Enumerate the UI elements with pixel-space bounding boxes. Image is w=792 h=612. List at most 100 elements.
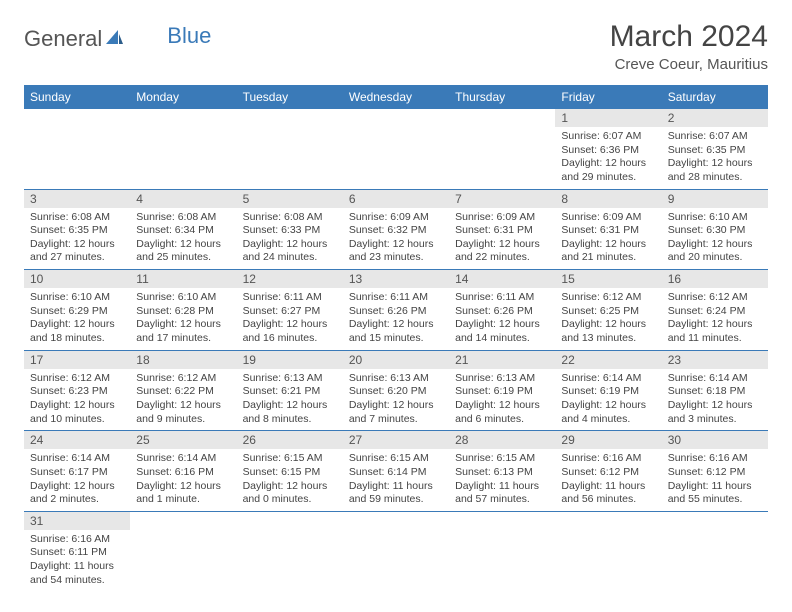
day-line: Sunrise: 6:15 AM	[349, 452, 443, 466]
day-number: 30	[662, 431, 768, 449]
day-details: Sunrise: 6:07 AMSunset: 6:36 PMDaylight:…	[555, 127, 661, 189]
day-details: Sunrise: 6:13 AMSunset: 6:20 PMDaylight:…	[343, 369, 449, 431]
day-line: Daylight: 12 hours	[136, 399, 230, 413]
calendar-week-row: 10Sunrise: 6:10 AMSunset: 6:29 PMDayligh…	[24, 270, 768, 351]
day-line: Sunrise: 6:13 AM	[455, 372, 549, 386]
day-line: Sunset: 6:26 PM	[455, 305, 549, 319]
day-details: Sunrise: 6:11 AMSunset: 6:27 PMDaylight:…	[237, 288, 343, 350]
calendar-body: 1Sunrise: 6:07 AMSunset: 6:36 PMDaylight…	[24, 109, 768, 591]
day-line: Daylight: 12 hours	[668, 157, 762, 171]
calendar-day-cell: 19Sunrise: 6:13 AMSunset: 6:21 PMDayligh…	[237, 350, 343, 431]
day-line: Sunset: 6:15 PM	[243, 466, 337, 480]
day-number: 19	[237, 351, 343, 369]
day-details: Sunrise: 6:15 AMSunset: 6:14 PMDaylight:…	[343, 449, 449, 511]
calendar-table: SundayMondayTuesdayWednesdayThursdayFrid…	[24, 85, 768, 591]
logo-text-a: General	[24, 26, 102, 52]
day-number: 22	[555, 351, 661, 369]
page-title: March 2024	[610, 20, 768, 54]
calendar-day-cell: 5Sunrise: 6:08 AMSunset: 6:33 PMDaylight…	[237, 189, 343, 270]
day-number: 27	[343, 431, 449, 449]
day-line: Sunset: 6:23 PM	[30, 385, 124, 399]
calendar-day-cell: 28Sunrise: 6:15 AMSunset: 6:13 PMDayligh…	[449, 431, 555, 512]
day-line: Sunset: 6:31 PM	[561, 224, 655, 238]
calendar-day-cell: 14Sunrise: 6:11 AMSunset: 6:26 PMDayligh…	[449, 270, 555, 351]
day-details: Sunrise: 6:12 AMSunset: 6:25 PMDaylight:…	[555, 288, 661, 350]
day-line: Sunset: 6:32 PM	[349, 224, 443, 238]
day-number: 29	[555, 431, 661, 449]
day-line: Daylight: 12 hours	[136, 318, 230, 332]
day-details: Sunrise: 6:09 AMSunset: 6:31 PMDaylight:…	[555, 208, 661, 270]
day-line: Sunrise: 6:14 AM	[561, 372, 655, 386]
sail-icon	[104, 26, 124, 52]
day-line: Daylight: 12 hours	[455, 318, 549, 332]
day-line: Daylight: 11 hours	[455, 480, 549, 494]
day-line: and 7 minutes.	[349, 413, 443, 427]
day-line: and 3 minutes.	[668, 413, 762, 427]
day-line: Sunrise: 6:16 AM	[30, 533, 124, 547]
day-line: and 22 minutes.	[455, 251, 549, 265]
day-line: Daylight: 12 hours	[243, 399, 337, 413]
day-line: and 6 minutes.	[455, 413, 549, 427]
day-line: Sunrise: 6:11 AM	[349, 291, 443, 305]
day-number: 11	[130, 270, 236, 288]
day-number: 25	[130, 431, 236, 449]
day-line: and 0 minutes.	[243, 493, 337, 507]
weekday-header: Sunday	[24, 85, 130, 109]
day-number: 17	[24, 351, 130, 369]
day-line: Sunset: 6:35 PM	[30, 224, 124, 238]
calendar-day-cell	[237, 511, 343, 591]
calendar-day-cell: 11Sunrise: 6:10 AMSunset: 6:28 PMDayligh…	[130, 270, 236, 351]
day-line: Sunset: 6:25 PM	[561, 305, 655, 319]
day-number: 13	[343, 270, 449, 288]
day-line: and 4 minutes.	[561, 413, 655, 427]
day-details: Sunrise: 6:14 AMSunset: 6:19 PMDaylight:…	[555, 369, 661, 431]
day-number: 4	[130, 190, 236, 208]
calendar-header-row: SundayMondayTuesdayWednesdayThursdayFrid…	[24, 85, 768, 109]
title-block: March 2024 Creve Coeur, Mauritius	[610, 20, 768, 73]
day-line: Daylight: 12 hours	[30, 238, 124, 252]
day-line: Sunrise: 6:12 AM	[668, 291, 762, 305]
day-details: Sunrise: 6:13 AMSunset: 6:19 PMDaylight:…	[449, 369, 555, 431]
page-subtitle: Creve Coeur, Mauritius	[610, 56, 768, 73]
calendar-day-cell	[130, 511, 236, 591]
day-line: Daylight: 12 hours	[561, 157, 655, 171]
day-line: and 8 minutes.	[243, 413, 337, 427]
day-details: Sunrise: 6:10 AMSunset: 6:30 PMDaylight:…	[662, 208, 768, 270]
day-details: Sunrise: 6:14 AMSunset: 6:17 PMDaylight:…	[24, 449, 130, 511]
calendar-day-cell: 25Sunrise: 6:14 AMSunset: 6:16 PMDayligh…	[130, 431, 236, 512]
day-line: Daylight: 12 hours	[30, 399, 124, 413]
day-line: and 54 minutes.	[30, 574, 124, 588]
day-line: and 13 minutes.	[561, 332, 655, 346]
calendar-week-row: 17Sunrise: 6:12 AMSunset: 6:23 PMDayligh…	[24, 350, 768, 431]
calendar-day-cell: 3Sunrise: 6:08 AMSunset: 6:35 PMDaylight…	[24, 189, 130, 270]
calendar-day-cell: 24Sunrise: 6:14 AMSunset: 6:17 PMDayligh…	[24, 431, 130, 512]
day-line: Sunset: 6:12 PM	[561, 466, 655, 480]
calendar-day-cell: 8Sunrise: 6:09 AMSunset: 6:31 PMDaylight…	[555, 189, 661, 270]
day-line: Daylight: 12 hours	[349, 399, 443, 413]
day-line: Daylight: 12 hours	[455, 399, 549, 413]
day-number: 31	[24, 512, 130, 530]
day-line: Sunset: 6:11 PM	[30, 546, 124, 560]
day-number: 15	[555, 270, 661, 288]
day-line: Sunrise: 6:09 AM	[455, 211, 549, 225]
day-number: 3	[24, 190, 130, 208]
calendar-day-cell: 31Sunrise: 6:16 AMSunset: 6:11 PMDayligh…	[24, 511, 130, 591]
day-line: Sunrise: 6:11 AM	[455, 291, 549, 305]
day-line: Daylight: 12 hours	[136, 480, 230, 494]
calendar-week-row: 1Sunrise: 6:07 AMSunset: 6:36 PMDaylight…	[24, 109, 768, 189]
day-line: Daylight: 12 hours	[349, 318, 443, 332]
calendar-day-cell: 26Sunrise: 6:15 AMSunset: 6:15 PMDayligh…	[237, 431, 343, 512]
day-line: Sunset: 6:33 PM	[243, 224, 337, 238]
day-details: Sunrise: 6:08 AMSunset: 6:34 PMDaylight:…	[130, 208, 236, 270]
day-line: Sunrise: 6:15 AM	[243, 452, 337, 466]
day-line: Sunset: 6:27 PM	[243, 305, 337, 319]
calendar-day-cell	[130, 109, 236, 189]
calendar-day-cell: 20Sunrise: 6:13 AMSunset: 6:20 PMDayligh…	[343, 350, 449, 431]
day-line: Daylight: 12 hours	[243, 238, 337, 252]
day-line: Sunrise: 6:12 AM	[561, 291, 655, 305]
weekday-header: Tuesday	[237, 85, 343, 109]
day-details: Sunrise: 6:08 AMSunset: 6:33 PMDaylight:…	[237, 208, 343, 270]
day-line: Sunrise: 6:16 AM	[668, 452, 762, 466]
day-number: 28	[449, 431, 555, 449]
calendar-day-cell	[343, 109, 449, 189]
